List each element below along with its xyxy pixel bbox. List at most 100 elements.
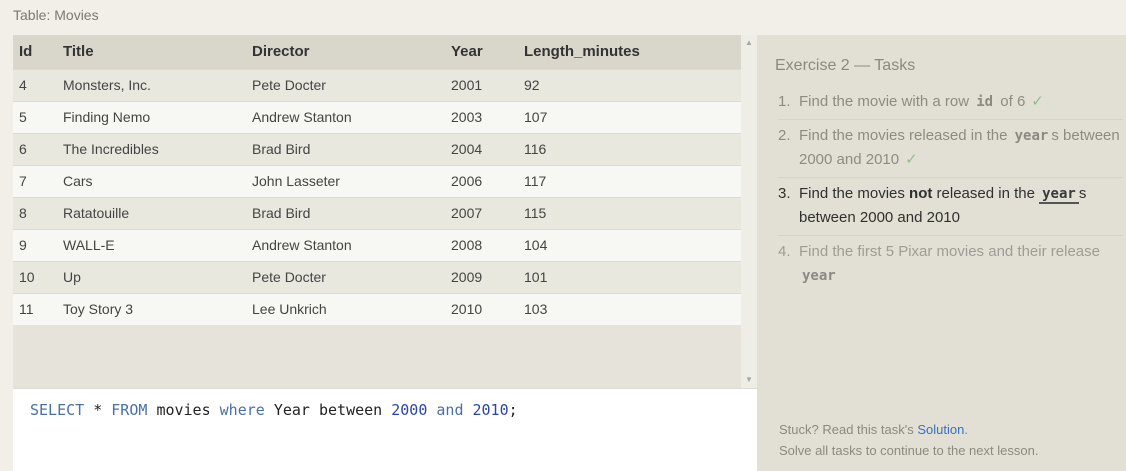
sql-column-name: Year: [273, 401, 310, 419]
cell-id: 9: [13, 228, 57, 261]
task-text-part: s between 2000 and 2010: [799, 185, 1087, 226]
cell-year: 2009: [445, 260, 518, 293]
task-text-part: Find the movies released in the: [799, 127, 1012, 144]
task-code: year: [1014, 128, 1049, 144]
cell-director: Andrew Stanton: [246, 228, 445, 261]
cell-director: Pete Docter: [246, 68, 445, 101]
table-row: 8 Ratatouille Brad Bird 2007 115: [13, 196, 741, 229]
cell-id: 10: [13, 260, 57, 293]
cell-year: 2007: [445, 196, 518, 229]
task-item-1: 1. Find the movie with a row id of 6 ✓: [778, 86, 1123, 120]
task-text: Find the movie with a row id of 6 ✓: [793, 90, 1123, 114]
table-row: 4 Monsters, Inc. Pete Docter 2001 92: [13, 68, 741, 101]
triangle-up-icon[interactable]: ▲: [745, 38, 753, 47]
task-code: year: [1039, 186, 1079, 204]
sql-number-high: 2010: [472, 401, 509, 419]
cell-length: 115: [518, 196, 741, 229]
cell-year: 2004: [445, 132, 518, 165]
column-header-title: Title: [57, 35, 246, 69]
results-table: Id Title Director Year Length_minutes 4 …: [13, 35, 741, 325]
cell-length: 103: [518, 292, 741, 325]
table-row: 5 Finding Nemo Andrew Stanton 2003 107: [13, 100, 741, 133]
sql-keyword-where: where: [219, 401, 265, 419]
cell-year: 2003: [445, 100, 518, 133]
task-text-part: Find the movie with a row: [799, 93, 974, 110]
stuck-suffix: .: [964, 422, 968, 437]
cell-id: 4: [13, 68, 57, 101]
task-text-part: s between 2000 and 2010: [799, 127, 1120, 168]
task-number: 3.: [778, 185, 791, 202]
check-icon: ✓: [905, 151, 918, 168]
cell-id: 7: [13, 164, 57, 197]
cell-title: Monsters, Inc.: [57, 68, 246, 101]
continue-text: Solve all tasks to continue to the next …: [779, 443, 1039, 458]
cell-title: The Incredibles: [57, 132, 246, 165]
exercise-footer: Stuck? Read this task's Solution. Solve …: [779, 419, 1038, 461]
triangle-down-icon[interactable]: ▼: [745, 375, 753, 384]
table-row: 9 WALL-E Andrew Stanton 2008 104: [13, 228, 741, 261]
task-text-part: of 6: [996, 93, 1026, 110]
task-list: 1. Find the movie with a row id of 6 ✓ 2.…: [778, 86, 1123, 293]
results-scrollbar[interactable]: ▲ ▼: [741, 35, 757, 388]
sql-keyword-from: FROM: [111, 401, 148, 419]
column-header-director: Director: [246, 35, 445, 69]
cell-id: 11: [13, 292, 57, 325]
cell-director: Lee Unkrich: [246, 292, 445, 325]
exercise-title: Exercise 2 — Tasks: [775, 57, 916, 74]
task-text-part: Find the first 5 Pixar movies and their …: [799, 243, 1100, 260]
task-item-2: 2. Find the movies released in the year s…: [778, 120, 1123, 178]
cell-length: 92: [518, 68, 741, 101]
sql-star: *: [93, 401, 103, 419]
task-text: Find the movies released in the year s be…: [793, 124, 1123, 172]
task-number: 1.: [778, 93, 791, 110]
cell-director: Pete Docter: [246, 260, 445, 293]
solution-link[interactable]: Solution: [917, 422, 965, 437]
task-text: Find the first 5 Pixar movies and their …: [793, 240, 1123, 288]
check-icon: ✓: [1031, 93, 1044, 110]
task-item-4: 4. Find the first 5 Pixar movies and the…: [778, 236, 1123, 293]
task-text-part: released in the: [932, 185, 1040, 202]
table-caption: Table: Movies: [13, 7, 99, 23]
cell-year: 2006: [445, 164, 518, 197]
cell-title: Up: [57, 260, 246, 293]
cell-director: Andrew Stanton: [246, 100, 445, 133]
sql-keyword-and: and: [436, 401, 464, 419]
stuck-line: Stuck? Read this task's Solution.: [779, 419, 1038, 440]
cell-title: WALL-E: [57, 228, 246, 261]
table-header-row: Id Title Director Year Length_minutes: [13, 35, 741, 69]
sql-keyword-select: SELECT: [30, 401, 85, 419]
task-number: 4.: [778, 243, 791, 260]
table-row: 7 Cars John Lasseter 2006 117: [13, 164, 741, 197]
sql-query-editor[interactable]: SELECT * FROM movies where Year between …: [13, 388, 757, 471]
cell-title: Cars: [57, 164, 246, 197]
cell-year: 2008: [445, 228, 518, 261]
column-header-year: Year: [445, 35, 518, 69]
cell-year: 2001: [445, 68, 518, 101]
task-item-3: 3. Find the movies not released in the y…: [778, 178, 1123, 236]
sql-number-low: 2000: [391, 401, 428, 419]
task-text: Find the movies not released in the year…: [793, 182, 1123, 230]
task-code: year: [802, 268, 836, 284]
sql-table-name: movies: [156, 401, 211, 419]
table-row: 10 Up Pete Docter 2009 101: [13, 260, 741, 293]
exercise-panel: Exercise 2 — Tasks 1. Find the movie wit…: [757, 35, 1126, 471]
cell-length: 117: [518, 164, 741, 197]
stuck-prefix: Stuck? Read this task's: [779, 422, 918, 437]
cell-title: Ratatouille: [57, 196, 246, 229]
column-header-length: Length_minutes: [518, 35, 741, 69]
column-header-id: Id: [13, 35, 57, 69]
cell-id: 6: [13, 132, 57, 165]
sql-terminator: ;: [508, 401, 518, 419]
cell-id: 5: [13, 100, 57, 133]
results-table-area: Id Title Director Year Length_minutes 4 …: [13, 35, 741, 388]
results-panel: Id Title Director Year Length_minutes 4 …: [13, 35, 757, 471]
table-row: 11 Toy Story 3 Lee Unkrich 2010 103: [13, 292, 741, 325]
cell-length: 101: [518, 260, 741, 293]
task-code: id: [976, 94, 994, 110]
cell-director: Brad Bird: [246, 132, 445, 165]
cell-length: 107: [518, 100, 741, 133]
cell-director: Brad Bird: [246, 196, 445, 229]
task-emphasis: not: [909, 185, 933, 202]
table-row: 6 The Incredibles Brad Bird 2004 116: [13, 132, 741, 165]
cell-year: 2010: [445, 292, 518, 325]
